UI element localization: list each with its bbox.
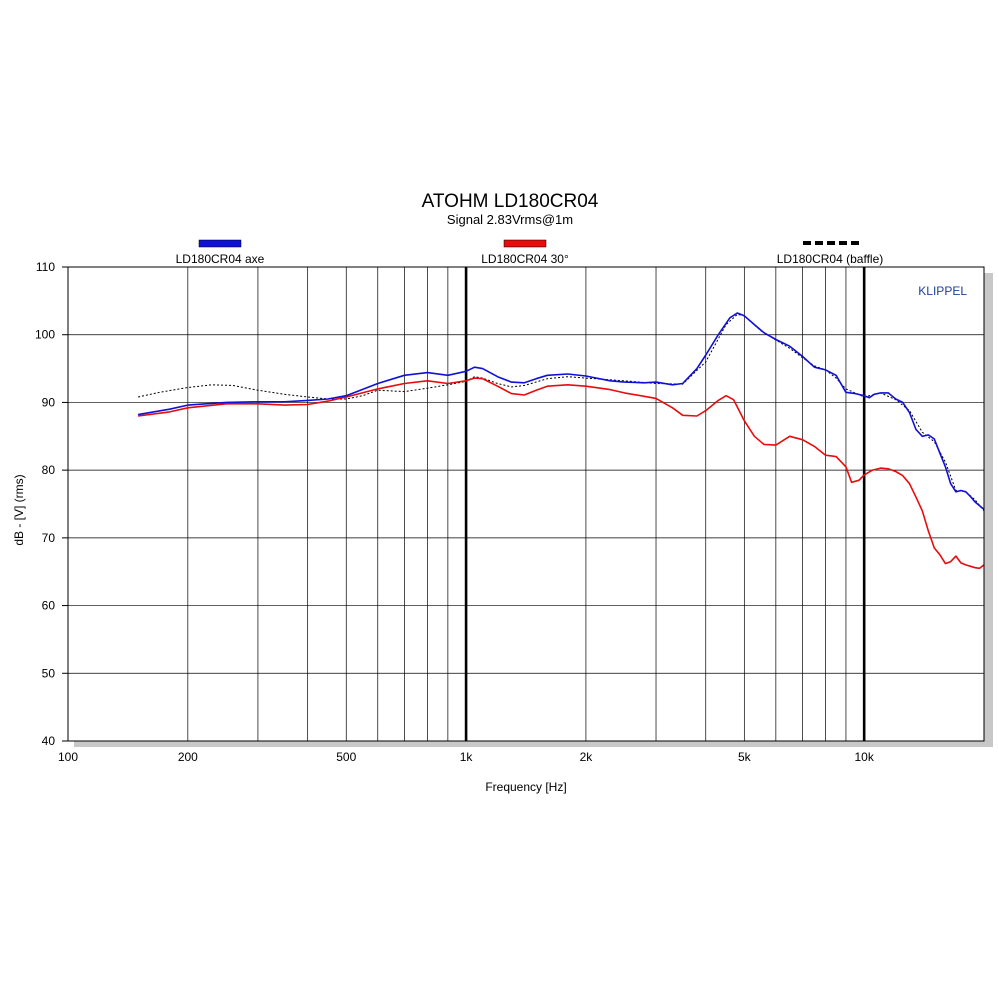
- y-tick-label: 60: [42, 599, 56, 613]
- y-tick-label: 80: [42, 463, 56, 477]
- legend-label: LD180CR04 (baffle): [777, 252, 884, 266]
- x-tick-labels: 100 200 500 1k 2k 5k 10k: [58, 750, 875, 764]
- series-group: [137, 312, 985, 570]
- plot-area: [67, 266, 993, 747]
- x-tick-label: 1k: [460, 750, 474, 764]
- legend-swatch-dash: [803, 241, 811, 245]
- plot-background: [68, 267, 984, 741]
- legend-swatch: [503, 239, 547, 248]
- y-tick-label: 40: [42, 734, 56, 748]
- legend-swatch: [198, 239, 242, 248]
- plot-border: [67, 266, 985, 742]
- x-tick-label: 100: [58, 750, 78, 764]
- y-tick-label: 110: [36, 260, 55, 274]
- legend-label: LD180CR04 axe: [176, 252, 265, 266]
- legend-swatch-dash: [851, 241, 859, 245]
- y-tick-label: 50: [42, 666, 56, 680]
- grid: [68, 267, 984, 741]
- chart-subtitle: Signal 2.83Vrms@1m: [447, 212, 573, 227]
- y-tick-label: 90: [42, 395, 56, 409]
- x-tick-label: 500: [336, 750, 356, 764]
- y-axis-label: dB - [V] (rms): [12, 474, 26, 545]
- legend-swatch-dash: [815, 241, 823, 245]
- x-tick-label: 10k: [854, 750, 874, 764]
- brand-label: KLIPPEL: [918, 284, 967, 298]
- x-tick-label: 200: [178, 750, 198, 764]
- legend-swatch-dash: [827, 241, 835, 245]
- series-line-2: [137, 377, 985, 570]
- y-tick-label: 70: [42, 531, 56, 545]
- legend-swatch-dash: [839, 241, 847, 245]
- x-axis-label: Frequency [Hz]: [485, 780, 566, 794]
- x-tick-label: 5k: [738, 750, 752, 764]
- series-line-1: [137, 312, 985, 511]
- chart-title: ATOHM LD180CR04: [422, 191, 599, 212]
- x-tick-label: 2k: [580, 750, 594, 764]
- legend: LD180CR04 axe LD180CR04 30° LD180CR04 (baf…: [176, 239, 884, 266]
- y-tick-label: 100: [35, 328, 55, 342]
- legend-label: LD180CR04 30°: [481, 252, 569, 266]
- y-tick-labels: 40 50 60 70 80 90 100 110: [35, 260, 68, 748]
